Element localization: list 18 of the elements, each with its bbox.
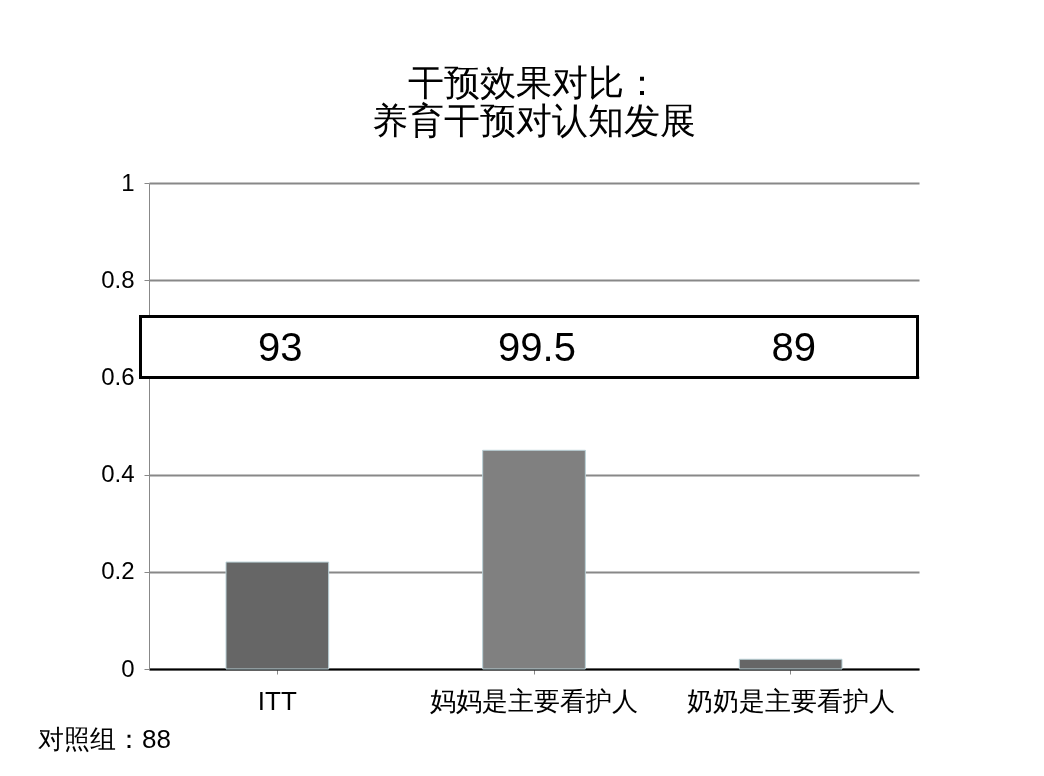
y-tick-label: 0 bbox=[121, 654, 135, 682]
y-tick-label: 0.6 bbox=[101, 362, 135, 390]
annotation: 99.5 bbox=[498, 324, 576, 370]
bar bbox=[225, 561, 330, 670]
y-tick-label: 0.2 bbox=[101, 557, 135, 585]
text: 养育干预对认知发展 bbox=[372, 100, 696, 141]
x-tick-label: 奶奶是主要看护人 bbox=[686, 685, 895, 716]
x-tick-label: 妈妈是主要看护人 bbox=[430, 685, 638, 716]
y-tick-label: 0.4 bbox=[101, 460, 135, 488]
annotation: 89 bbox=[771, 324, 816, 370]
x-tick-label: ITT bbox=[257, 685, 297, 716]
bar bbox=[738, 658, 843, 670]
annotation: 93 bbox=[258, 324, 303, 370]
text-box: 93 99.5 89 bbox=[139, 315, 919, 380]
text: 对照组：88 bbox=[38, 723, 171, 756]
text: 干预效果对比： bbox=[408, 62, 660, 103]
y-tick-label: 1 bbox=[121, 168, 135, 196]
y-tick-label: 0.8 bbox=[101, 265, 135, 293]
